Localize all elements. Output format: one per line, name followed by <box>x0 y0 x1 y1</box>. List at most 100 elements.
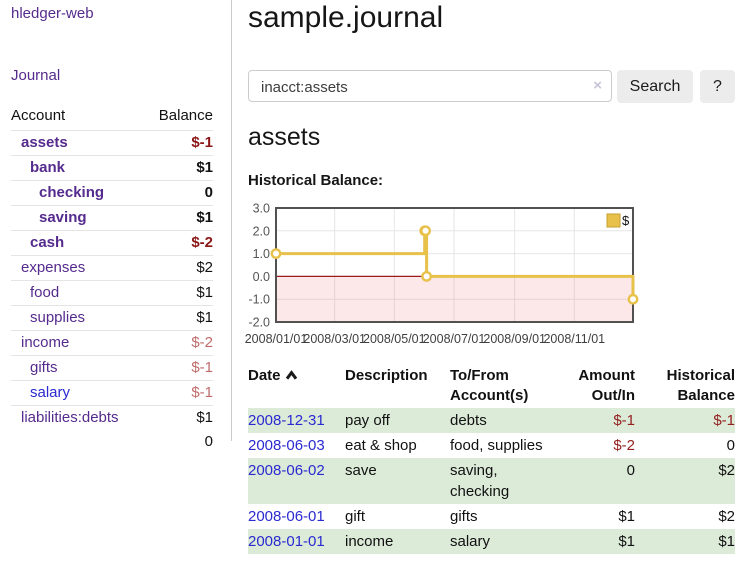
account-cell: food <box>11 280 146 306</box>
account-cell: saving <box>11 205 146 231</box>
account-link[interactable]: liabilities:debts <box>21 409 119 426</box>
register-row: 2008-12-31 pay off debts $-1 $-1 <box>248 408 735 433</box>
account-balance: $-2 <box>145 230 213 256</box>
account-link[interactable]: food <box>30 284 60 301</box>
svg-text:-2.0: -2.0 <box>248 316 270 330</box>
transaction-date-link[interactable]: 2008-01-01 <box>248 533 325 550</box>
register-amount: $1 <box>618 508 635 525</box>
svg-text:2008/05/01: 2008/05/01 <box>363 332 426 346</box>
svg-text:2008/01/01: 2008/01/01 <box>245 332 308 346</box>
transaction-date-link[interactable]: 2008-12-31 <box>248 412 325 429</box>
account-row: expenses $2 <box>11 255 213 281</box>
account-cell: income <box>11 330 146 356</box>
register-description: eat & shop <box>345 437 417 454</box>
register-column-date-label: Date <box>248 367 281 384</box>
register-date-cell: 2008-12-31 <box>248 408 345 433</box>
accounts-column-balance: Balance <box>145 103 213 131</box>
account-balance: $1 <box>145 280 213 306</box>
register-column-description: Description <box>345 367 428 384</box>
account-row: bank $1 <box>11 155 213 181</box>
page-title: sample.journal <box>248 1 444 34</box>
register-description: save <box>345 458 450 504</box>
register-description: gift <box>345 508 366 525</box>
account-cell: checking <box>11 180 146 206</box>
search-input[interactable] <box>259 73 583 101</box>
svg-text:3.0: 3.0 <box>253 202 270 216</box>
transaction-date-link[interactable]: 2008-06-01 <box>248 508 325 525</box>
svg-text:$: $ <box>622 213 630 228</box>
sort-ascending-icon <box>285 366 298 386</box>
account-link[interactable]: gifts <box>30 359 58 376</box>
account-balance: $2 <box>145 255 213 281</box>
account-link[interactable]: saving <box>39 209 87 226</box>
nav-journal-link[interactable]: Journal <box>11 67 61 84</box>
account-link[interactable]: income <box>21 334 70 351</box>
register-date-cell: 2008-06-02 <box>248 458 345 504</box>
account-link[interactable]: checking <box>39 184 105 201</box>
account-balance: $-1 <box>191 134 213 151</box>
clear-search-icon[interactable]: × <box>593 77 602 94</box>
register-accounts: gifts <box>450 508 478 525</box>
account-cell: liabilities:debts <box>11 405 146 430</box>
account-balance: $-1 <box>145 380 213 406</box>
svg-text:2.0: 2.0 <box>253 224 270 238</box>
search-form: × Search ? <box>248 70 735 103</box>
register-accounts: salary <box>450 529 550 554</box>
register-row: 2008-01-01 income salary $1 $1 <box>248 529 735 554</box>
account-link[interactable]: salary <box>30 384 71 401</box>
register-balance: $2 <box>718 508 735 525</box>
account-row: assets $-1 <box>11 131 213 156</box>
search-button[interactable]: Search <box>617 70 693 103</box>
transaction-date-link[interactable]: 2008-06-02 <box>248 462 325 479</box>
accounts-total-balance: 0 <box>204 433 213 450</box>
account-balance: $1 <box>145 155 213 181</box>
svg-text:2008/09/01: 2008/09/01 <box>483 332 546 346</box>
svg-text:0.0: 0.0 <box>253 270 270 284</box>
transaction-date-link[interactable]: 2008-06-03 <box>248 437 325 454</box>
register-date-cell: 2008-06-03 <box>248 433 345 458</box>
register-accounts: debts <box>450 408 550 433</box>
sidebar: hledger-web Journal Account Balance asse… <box>0 0 232 450</box>
account-balance: $-1 <box>145 355 213 381</box>
account-balance: $-2 <box>145 330 213 356</box>
account-cell: expenses <box>11 255 146 281</box>
svg-text:2008/03/01: 2008/03/01 <box>303 332 366 346</box>
register-column-balance: Historical Balance <box>666 367 735 404</box>
account-cell: assets <box>11 131 145 156</box>
account-link[interactable]: expenses <box>21 259 86 276</box>
account-row: saving $1 <box>11 205 213 231</box>
account-row: salary $-1 <box>11 380 213 406</box>
register-table: Date Description To/From Account(s) Amou… <box>248 364 735 554</box>
account-row: checking 0 <box>11 180 213 206</box>
register-date-cell: 2008-06-01 <box>248 504 345 529</box>
account-row: cash $-2 <box>11 230 213 256</box>
register-column-amount: Amount Out/In <box>578 367 635 404</box>
accounts-table: Account Balance assets $-1 bank $1 checking 0… <box>11 103 213 454</box>
svg-text:1.0: 1.0 <box>253 247 270 261</box>
account-cell: supplies <box>11 305 146 331</box>
svg-text:2008/07/01: 2008/07/01 <box>423 332 486 346</box>
register-amount: $-1 <box>550 408 635 433</box>
account-link[interactable]: cash <box>30 234 65 251</box>
register-description: pay off <box>345 408 450 433</box>
account-row: food $1 <box>11 280 213 306</box>
register-balance: 0 <box>726 437 735 454</box>
account-cell: gifts <box>11 355 146 381</box>
help-button[interactable]: ? <box>700 70 735 103</box>
account-link[interactable]: supplies <box>30 309 86 326</box>
account-link[interactable]: assets <box>21 134 68 151</box>
app-title-link[interactable]: hledger-web <box>11 5 94 22</box>
svg-text:2008/11/01: 2008/11/01 <box>543 332 605 346</box>
search-box: × <box>248 70 612 102</box>
account-link[interactable]: bank <box>30 159 66 176</box>
account-balance: 0 <box>145 180 213 206</box>
account-row: liabilities:debts $1 <box>11 405 213 430</box>
register-accounts: saving, checking <box>450 458 550 504</box>
register-column-date[interactable]: Date <box>248 364 345 408</box>
account-balance: $1 <box>145 305 213 331</box>
chart-title: Historical Balance: <box>248 172 384 189</box>
historical-balance-chart: $3.0 2.0 1.0 0.0 -1.0 -2.0 2008/01/01 2008/03/0… <box>244 200 742 350</box>
accounts-header-row: Account Balance <box>11 103 213 131</box>
account-cell: cash <box>11 230 146 256</box>
